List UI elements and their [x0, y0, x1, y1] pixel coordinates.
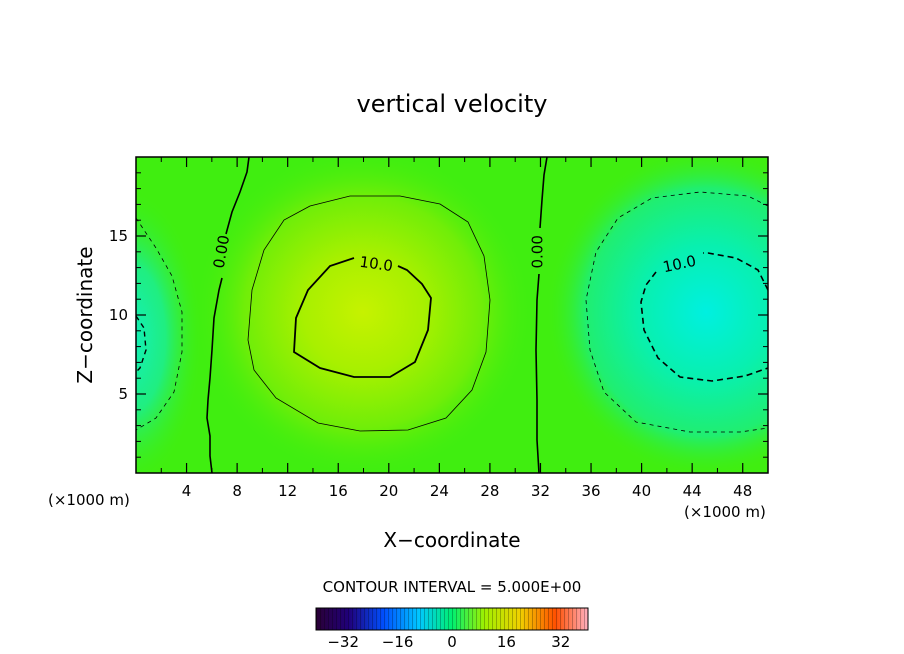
- contour-neg-10-left: [136, 315, 147, 373]
- colorbar-tick-label: 32: [551, 633, 570, 651]
- y-axis-ticks: 5 10 15: [109, 172, 768, 458]
- colorbar-tick-label: −32: [327, 633, 359, 651]
- field-layer: [136, 157, 768, 473]
- x-tick-label: 36: [581, 482, 600, 500]
- y-tick-label: 15: [109, 227, 128, 245]
- colorbar-tick-label: 16: [497, 633, 516, 651]
- colorbar-bands: [316, 608, 588, 630]
- negative-cell: [546, 157, 768, 473]
- colorbar-tick-label: −16: [382, 633, 414, 651]
- x-tick-label: 48: [733, 482, 752, 500]
- chart-title: vertical velocity: [357, 90, 548, 118]
- x-tick-label: 28: [480, 482, 499, 500]
- colorbar-frame: [315, 607, 589, 631]
- contour-labels: 0.00 10.0 0.00 10.0: [210, 234, 698, 277]
- contour-neg-5: [585, 191, 768, 433]
- x-tick-label: 20: [379, 482, 398, 500]
- y-axis-label: Z−coordinate: [73, 246, 97, 383]
- contour-neg-10: [640, 252, 768, 382]
- contour-label: 10.0: [358, 253, 394, 275]
- contour-label: 0.00: [210, 234, 234, 270]
- colorbar-tick-label: 0: [447, 633, 457, 651]
- x-tick-label: 4: [182, 482, 192, 500]
- x-tick-label: 40: [632, 482, 651, 500]
- x-tick-label: 32: [531, 482, 550, 500]
- contour-pos-5: [247, 195, 491, 432]
- colorbar-ticks: −32 −16 0 16 32: [327, 633, 570, 651]
- x-unit-left: (×1000 m): [48, 491, 130, 509]
- negative-cell-left: [136, 188, 203, 473]
- x-tick-label: 16: [329, 482, 348, 500]
- y-tick-label: 5: [118, 385, 128, 403]
- contour-neg-5-left: [136, 217, 183, 431]
- contour-zero-right: [535, 157, 548, 473]
- x-tick-label: 12: [278, 482, 297, 500]
- x-axis-label: X−coordinate: [383, 528, 520, 552]
- y-tick-label: 10: [109, 306, 128, 324]
- contour-pos-10: [293, 257, 432, 378]
- positive-cell: [193, 157, 533, 473]
- contour-zero-left: [206, 157, 250, 473]
- x-unit-right: (×1000 m): [684, 503, 766, 521]
- x-tick-label: 8: [232, 482, 242, 500]
- x-tick-label: 44: [683, 482, 702, 500]
- x-tick-label: 24: [430, 482, 449, 500]
- contour-interval-label: CONTOUR INTERVAL = 5.000E+00: [323, 578, 582, 596]
- contour-label: 0.00: [528, 235, 546, 268]
- x-axis-ticks: 4 8 12 16 20 24 28 32 36 40 44 48: [160, 157, 752, 500]
